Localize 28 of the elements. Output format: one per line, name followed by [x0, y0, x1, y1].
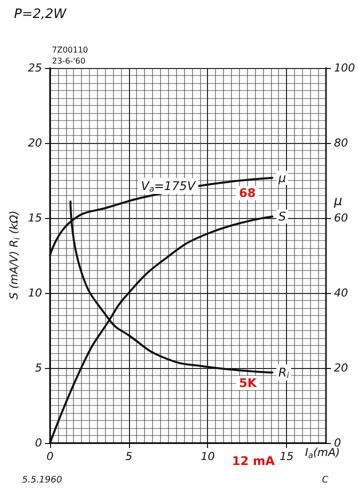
y2-tick-label: 80: [334, 136, 348, 150]
y2-tick-label: 0: [334, 436, 342, 450]
series-label: S: [278, 210, 286, 224]
y2-tick-label: 20: [334, 362, 348, 374]
text: 5.5.1960: [22, 476, 62, 486]
y-tick-label: 5: [35, 362, 42, 374]
y-tick-label: 25: [28, 62, 42, 74]
text: 12 mA: [232, 454, 276, 468]
x-tick-label: 15: [280, 450, 294, 463]
annotation: 5K: [239, 376, 258, 390]
series-label: μ: [277, 170, 286, 185]
y-tick-label: 15: [28, 212, 42, 224]
annotation: 68: [239, 186, 256, 200]
y2-tick-label: 60: [334, 212, 348, 224]
text: C: [322, 476, 329, 486]
y2-tick-label: 40: [334, 286, 348, 300]
text: 23-6-'60: [52, 56, 86, 66]
y-axis-title: S (mA/V) Ri (kΩ): [8, 210, 22, 300]
text: 7Z00110: [52, 46, 88, 54]
y2-tick-label: 100: [334, 62, 356, 74]
y2-axis-title: μ: [333, 194, 342, 209]
x-tick-label: 10: [200, 450, 215, 463]
x-tick-label: 5: [125, 450, 132, 463]
y-tick-label: 10: [28, 286, 42, 300]
y-tick-label: 20: [28, 136, 42, 150]
x-tick-label: 0: [46, 450, 54, 463]
y-tick-label: 0: [35, 436, 42, 450]
text: P=2,2W: [14, 7, 68, 22]
